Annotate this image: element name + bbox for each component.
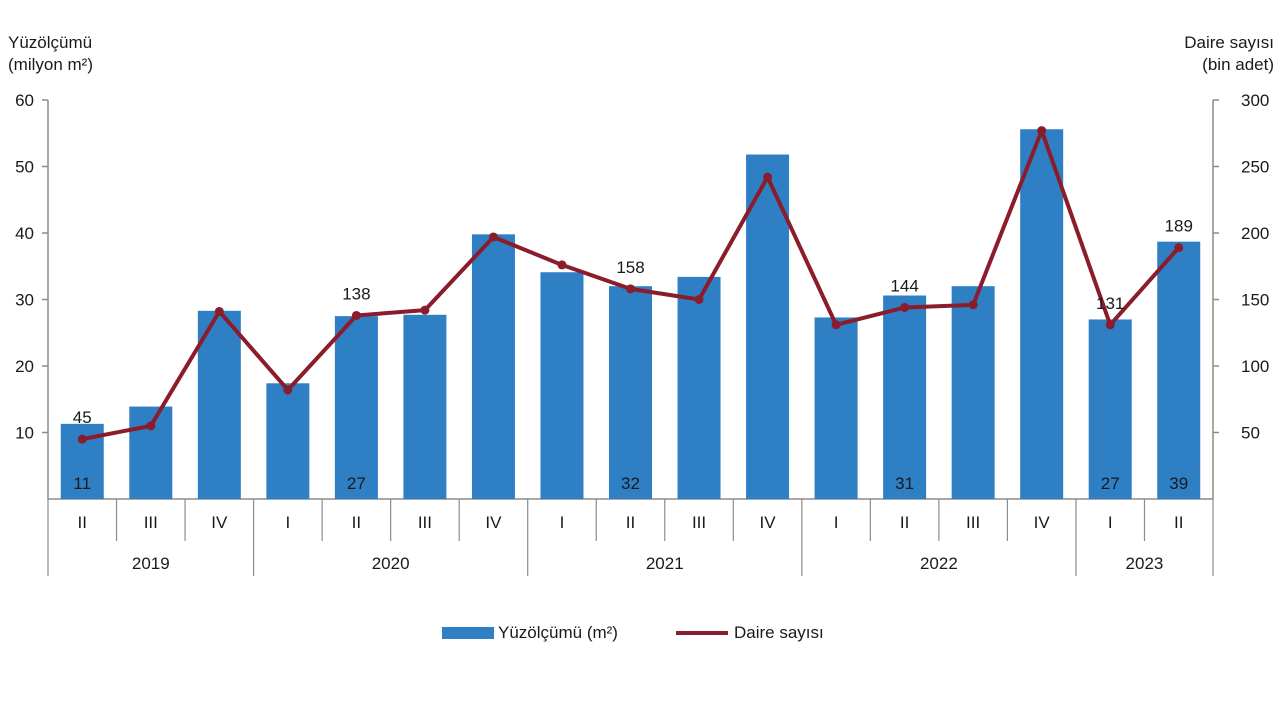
left-axis-title: Yüzölçümü (milyon m²) <box>8 32 93 76</box>
legend-item-bars: Yüzölçümü (m²) <box>442 622 618 644</box>
bar <box>883 295 927 499</box>
bar <box>1088 319 1132 499</box>
left-tick-label: 20 <box>15 357 34 376</box>
bar-value-label: 11 <box>73 474 91 493</box>
line-value-label: 158 <box>616 258 644 277</box>
line-value-label: 138 <box>342 284 370 303</box>
bar <box>1020 129 1064 499</box>
category-label: III <box>692 513 706 532</box>
line-point <box>1037 126 1047 136</box>
line-value-label: 189 <box>1165 217 1193 236</box>
bar <box>609 286 652 499</box>
legend-bar-swatch <box>442 627 494 639</box>
line-point <box>968 300 978 310</box>
category-label: IV <box>211 513 228 532</box>
right-tick-label: 250 <box>1241 158 1269 177</box>
right-axis-title-line1: Daire sayısı <box>1184 33 1274 52</box>
category-label: IV <box>485 513 502 532</box>
category-label: I <box>834 513 839 532</box>
category-label: III <box>418 513 432 532</box>
bar <box>1157 241 1201 499</box>
bar <box>403 314 447 499</box>
line-point <box>488 232 498 242</box>
line-point <box>626 284 635 294</box>
line-point <box>763 172 773 182</box>
year-label: 2021 <box>646 554 684 573</box>
right-tick-label: 200 <box>1241 224 1269 243</box>
legend-line-swatch <box>676 631 728 635</box>
right-tick-label: 300 <box>1241 91 1269 110</box>
right-axis-title-line2: (bin adet) <box>1202 55 1274 74</box>
bar <box>471 234 515 499</box>
left-axis-title-line2: (milyon m²) <box>8 55 94 74</box>
left-tick-label: 30 <box>15 291 34 310</box>
line-point <box>1174 243 1184 253</box>
category-label: II <box>352 513 361 532</box>
bar <box>197 310 241 499</box>
left-tick-label: 40 <box>15 224 34 243</box>
category-label: II <box>626 513 635 532</box>
line-point <box>77 434 87 444</box>
left-tick-label: 10 <box>15 424 34 443</box>
category-label: III <box>966 513 980 532</box>
line-value-label: 45 <box>73 408 92 427</box>
right-tick-label: 50 <box>1241 424 1260 443</box>
left-axis-title-line1: Yüzölçümü <box>8 33 93 52</box>
bar <box>334 316 378 499</box>
category-label: IV <box>1034 513 1051 532</box>
year-label: 2020 <box>372 554 410 573</box>
left-axis-title-unit: milyon m²) <box>13 55 94 74</box>
line-value-label: 144 <box>890 276 918 295</box>
category-label: I <box>560 513 565 532</box>
year-label: 2019 <box>132 554 170 573</box>
bar <box>814 317 858 499</box>
bar-value-label: 27 <box>347 474 366 493</box>
legend-bar-label: Yüzölçümü (m²) <box>498 623 618 642</box>
right-axis-title: Daire sayısı (bin adet) <box>1184 32 1274 76</box>
left-tick-label: 60 <box>15 91 34 110</box>
line-point <box>1105 320 1115 330</box>
bar <box>951 286 995 499</box>
category-label: II <box>1174 513 1183 532</box>
line-point <box>351 310 361 320</box>
category-label: I <box>1108 513 1113 532</box>
year-label: 2022 <box>920 554 958 573</box>
left-tick-label: 50 <box>15 158 34 177</box>
year-label: 2023 <box>1126 554 1164 573</box>
line-value-label: 131 <box>1096 294 1124 313</box>
bar <box>540 272 584 499</box>
category-label: II <box>78 513 87 532</box>
bar <box>677 276 721 499</box>
bar <box>129 406 173 499</box>
category-label: III <box>144 513 158 532</box>
line-point <box>420 305 430 315</box>
legend-line-label: Daire sayısı <box>734 623 824 642</box>
bar-value-label: 32 <box>621 474 640 493</box>
category-label: II <box>900 513 909 532</box>
legend-item-line: Daire sayısı <box>676 622 824 644</box>
bar-value-label: 27 <box>1101 474 1120 493</box>
line-point <box>146 421 156 431</box>
right-tick-label: 150 <box>1241 291 1269 310</box>
line-point <box>831 320 841 330</box>
line-point <box>900 302 910 312</box>
bar-value-label: 39 <box>1169 474 1188 493</box>
line-point <box>283 385 293 395</box>
category-label: I <box>285 513 290 532</box>
category-label: IV <box>760 513 777 532</box>
bar <box>266 383 310 499</box>
right-tick-label: 100 <box>1241 357 1269 376</box>
line-point <box>557 260 567 270</box>
bar-value-label: 31 <box>895 474 914 493</box>
line-point <box>694 295 704 304</box>
line-point <box>214 306 224 316</box>
